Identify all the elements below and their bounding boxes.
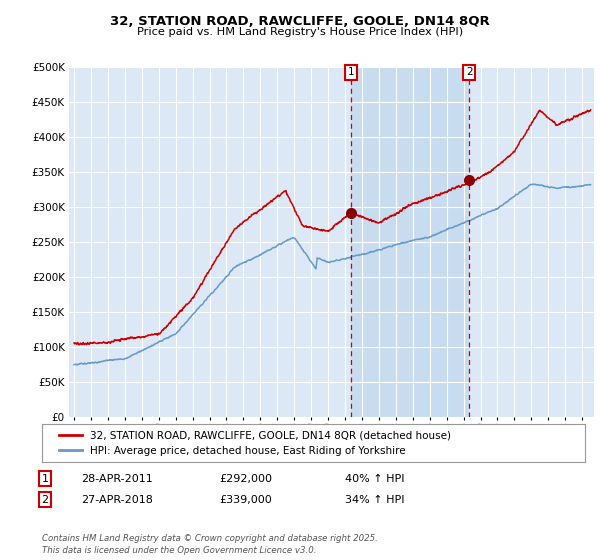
Text: 2: 2	[41, 494, 49, 505]
Text: 1: 1	[41, 474, 49, 484]
Text: £339,000: £339,000	[219, 494, 272, 505]
Text: 2: 2	[466, 67, 472, 77]
Text: 32, STATION ROAD, RAWCLIFFE, GOOLE, DN14 8QR: 32, STATION ROAD, RAWCLIFFE, GOOLE, DN14…	[110, 15, 490, 28]
Text: Contains HM Land Registry data © Crown copyright and database right 2025.
This d: Contains HM Land Registry data © Crown c…	[42, 534, 378, 555]
Bar	[350, 67, 469, 417]
Text: 28-APR-2011: 28-APR-2011	[81, 474, 153, 484]
Text: £292,000: £292,000	[219, 474, 272, 484]
Text: Price paid vs. HM Land Registry's House Price Index (HPI): Price paid vs. HM Land Registry's House …	[137, 27, 463, 38]
Text: 34% ↑ HPI: 34% ↑ HPI	[345, 494, 404, 505]
Text: 27-APR-2018: 27-APR-2018	[81, 494, 153, 505]
Text: 40% ↑ HPI: 40% ↑ HPI	[345, 474, 404, 484]
Legend: 32, STATION ROAD, RAWCLIFFE, GOOLE, DN14 8QR (detached house), HPI: Average pric: 32, STATION ROAD, RAWCLIFFE, GOOLE, DN14…	[53, 424, 457, 462]
Text: 1: 1	[347, 67, 354, 77]
